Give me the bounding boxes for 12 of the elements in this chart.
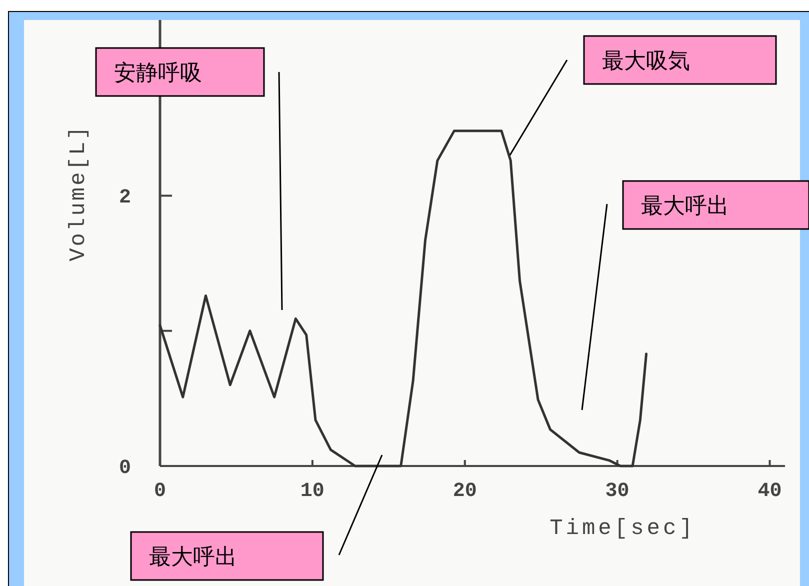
text: 最大呼出 [149, 545, 237, 570]
x-tick-label: 10 [300, 480, 324, 503]
y-axis-title: Volume[L] [66, 124, 91, 262]
x-tick-label: 30 [605, 480, 630, 503]
annotation: 最大吸気 [602, 49, 690, 74]
annotation: 最大呼出 [641, 194, 729, 219]
x-axis-title: Time[sec] [550, 516, 696, 541]
x-tick-label: 40 [758, 480, 782, 503]
y-tick-label: 2 [118, 186, 132, 210]
annotation: 安静呼吸 [114, 61, 202, 86]
x-tick-label: 20 [452, 480, 477, 503]
x-tick-label: 0 [154, 480, 166, 503]
